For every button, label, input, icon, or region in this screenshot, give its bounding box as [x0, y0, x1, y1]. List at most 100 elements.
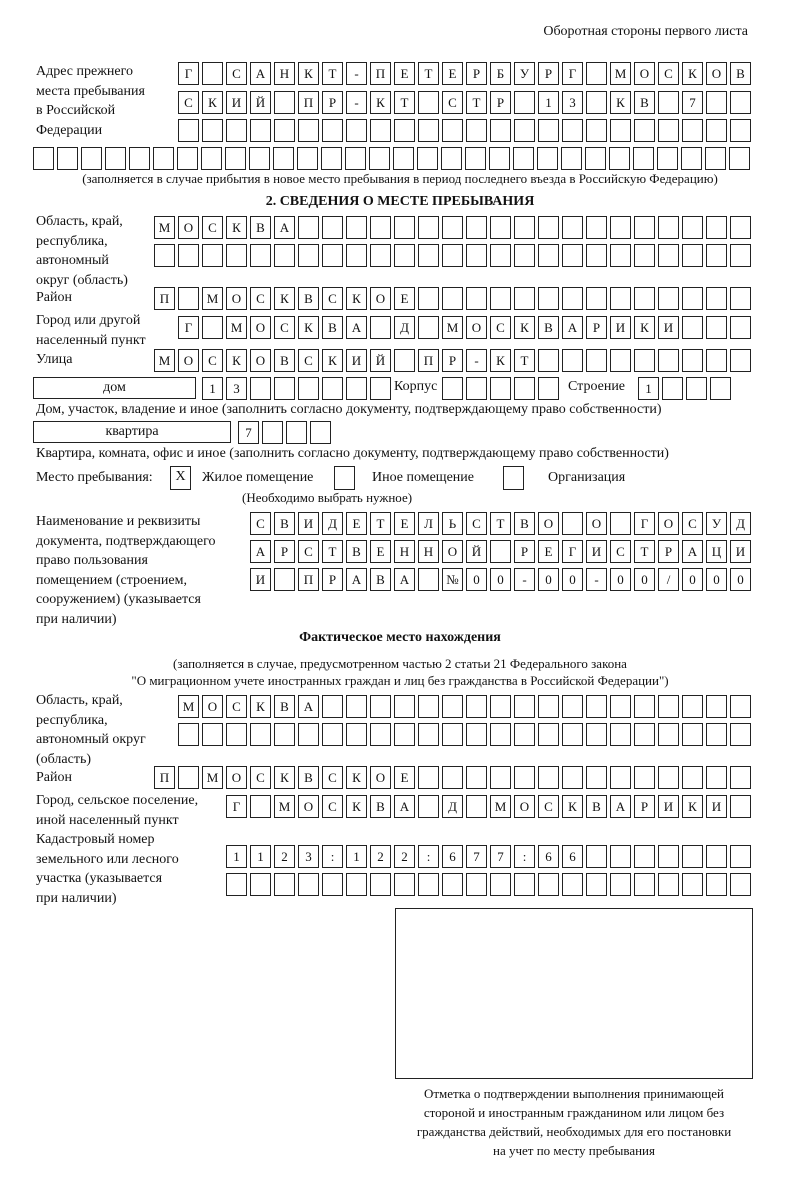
char-cell[interactable] [394, 723, 415, 746]
char-cell[interactable]: О [706, 62, 727, 85]
char-cell[interactable]: Ь [442, 512, 463, 535]
char-cell[interactable]: М [442, 316, 463, 339]
char-cell[interactable] [634, 873, 655, 896]
char-cell[interactable] [730, 349, 751, 372]
char-cell[interactable]: Р [514, 540, 535, 563]
char-cell[interactable] [682, 845, 703, 868]
char-cell[interactable]: В [274, 349, 295, 372]
char-cell[interactable] [489, 147, 510, 170]
char-cell[interactable]: 0 [610, 568, 631, 591]
char-cell[interactable] [226, 873, 247, 896]
char-cell[interactable] [490, 216, 511, 239]
char-cell[interactable] [586, 349, 607, 372]
char-cell[interactable] [730, 119, 751, 142]
char-cell[interactable] [610, 216, 631, 239]
char-cell[interactable] [706, 723, 727, 746]
char-cell[interactable] [345, 147, 366, 170]
char-cell[interactable] [346, 723, 367, 746]
char-cell[interactable] [562, 873, 583, 896]
char-cell[interactable] [609, 147, 630, 170]
char-cell[interactable]: 0 [706, 568, 727, 591]
char-cell[interactable] [538, 695, 559, 718]
char-cell[interactable] [418, 287, 439, 310]
char-cell[interactable] [658, 349, 679, 372]
char-cell[interactable]: О [226, 287, 247, 310]
char-cell[interactable]: П [154, 766, 175, 789]
char-cell[interactable]: О [586, 512, 607, 535]
char-cell[interactable] [682, 119, 703, 142]
char-cell[interactable] [730, 873, 751, 896]
char-cell[interactable] [562, 216, 583, 239]
char-cell[interactable] [442, 377, 463, 400]
char-cell[interactable] [202, 62, 223, 85]
option-residential-checkbox[interactable]: Х [170, 466, 191, 490]
char-cell[interactable] [610, 723, 631, 746]
char-cell[interactable] [610, 873, 631, 896]
char-cell[interactable]: К [682, 62, 703, 85]
char-cell[interactable] [610, 512, 631, 535]
char-cell[interactable] [250, 723, 271, 746]
char-cell[interactable]: А [682, 540, 703, 563]
char-cell[interactable] [418, 723, 439, 746]
char-cell[interactable] [201, 147, 222, 170]
char-cell[interactable] [274, 119, 295, 142]
char-cell[interactable] [490, 540, 511, 563]
char-cell[interactable]: С [322, 766, 343, 789]
char-cell[interactable]: Г [178, 62, 199, 85]
char-cell[interactable] [418, 244, 439, 267]
char-cell[interactable] [273, 147, 294, 170]
char-cell[interactable]: Н [394, 540, 415, 563]
char-cell[interactable] [586, 873, 607, 896]
char-cell[interactable]: 1 [250, 845, 271, 868]
char-cell[interactable] [298, 244, 319, 267]
char-cell[interactable] [370, 695, 391, 718]
char-cell[interactable]: К [634, 316, 655, 339]
char-cell[interactable] [658, 287, 679, 310]
char-cell[interactable] [514, 695, 535, 718]
char-cell[interactable] [706, 695, 727, 718]
char-cell[interactable] [514, 723, 535, 746]
char-cell[interactable] [465, 147, 486, 170]
char-cell[interactable]: С [442, 91, 463, 114]
char-cell[interactable] [178, 766, 199, 789]
char-cell[interactable]: С [682, 512, 703, 535]
char-cell[interactable]: М [154, 349, 175, 372]
char-cell[interactable] [202, 723, 223, 746]
char-cell[interactable] [226, 723, 247, 746]
char-cell[interactable]: В [514, 512, 535, 535]
char-cell[interactable] [562, 723, 583, 746]
char-cell[interactable]: А [346, 568, 367, 591]
char-cell[interactable]: К [322, 349, 343, 372]
char-cell[interactable]: 7 [682, 91, 703, 114]
char-cell[interactable]: Р [466, 62, 487, 85]
char-cell[interactable] [662, 377, 683, 400]
char-cell[interactable]: Р [274, 540, 295, 563]
char-cell[interactable] [394, 695, 415, 718]
char-cell[interactable]: П [418, 349, 439, 372]
char-cell[interactable] [682, 766, 703, 789]
char-cell[interactable]: М [178, 695, 199, 718]
char-cell[interactable] [226, 119, 247, 142]
char-cell[interactable]: Е [394, 62, 415, 85]
char-cell[interactable] [441, 147, 462, 170]
char-cell[interactable] [634, 119, 655, 142]
char-cell[interactable]: С [538, 795, 559, 818]
char-cell[interactable] [562, 766, 583, 789]
char-cell[interactable]: О [226, 766, 247, 789]
char-cell[interactable]: Т [514, 349, 535, 372]
char-cell[interactable]: В [298, 766, 319, 789]
char-cell[interactable] [466, 119, 487, 142]
char-cell[interactable] [466, 795, 487, 818]
char-cell[interactable] [706, 349, 727, 372]
char-cell[interactable] [418, 695, 439, 718]
char-cell[interactable] [706, 316, 727, 339]
char-cell[interactable] [418, 873, 439, 896]
char-cell[interactable] [538, 216, 559, 239]
char-cell[interactable] [610, 244, 631, 267]
char-cell[interactable] [177, 147, 198, 170]
char-cell[interactable] [586, 216, 607, 239]
char-cell[interactable]: С [658, 62, 679, 85]
char-cell[interactable]: С [250, 287, 271, 310]
char-cell[interactable]: К [610, 91, 631, 114]
char-cell[interactable]: О [178, 349, 199, 372]
